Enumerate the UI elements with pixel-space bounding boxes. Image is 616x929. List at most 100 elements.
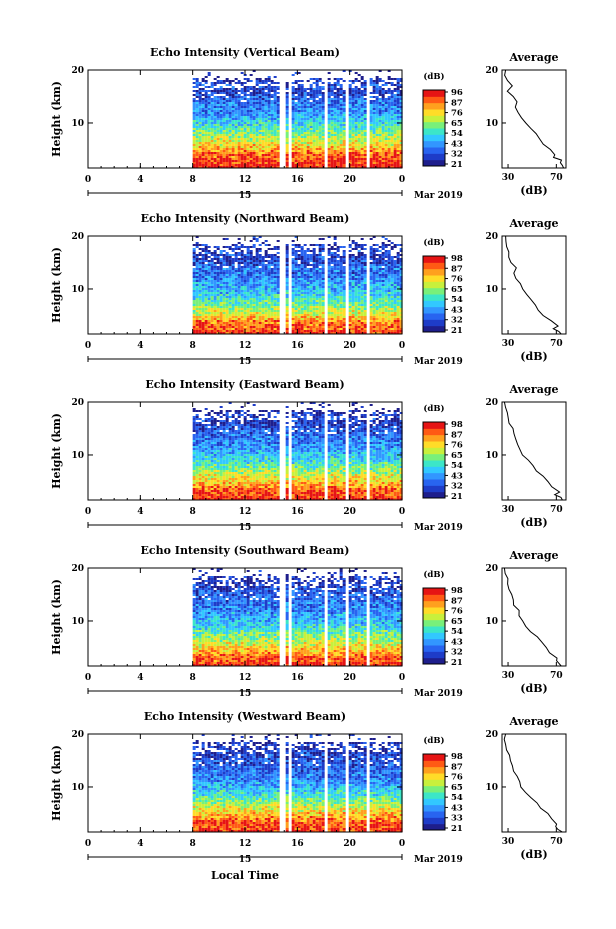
heatmap-cell	[309, 160, 313, 162]
heatmap-cell	[384, 162, 388, 164]
heatmap-cell	[225, 94, 229, 96]
heatmap-cell	[315, 162, 319, 164]
heatmap-cell	[309, 302, 313, 304]
heatmap-cell	[243, 276, 247, 278]
heatmap-cell	[252, 106, 256, 108]
heatmap-cell	[207, 140, 211, 142]
heatmap-cell	[396, 296, 400, 298]
heatmap-cell	[228, 110, 232, 112]
heatmap-cell	[249, 144, 253, 146]
heatmap-cell	[249, 150, 253, 152]
heatmap-cell	[240, 114, 244, 116]
heatmap-cell	[369, 276, 373, 278]
heatmap-cell	[240, 258, 244, 260]
heatmap-cell	[342, 296, 346, 298]
heatmap-cell	[276, 302, 280, 304]
heatmap-cell	[315, 306, 319, 308]
heatmap-cell	[351, 82, 355, 84]
heatmap-cell	[255, 122, 259, 124]
heatmap-cell	[321, 120, 325, 122]
heatmap-cell	[354, 98, 358, 100]
heatmap-cell	[213, 96, 217, 98]
heatmap-cell	[318, 126, 322, 128]
heatmap-cell	[312, 138, 316, 140]
heatmap-cell	[210, 290, 214, 292]
heatmap-cell	[234, 102, 238, 104]
heatmap-cell	[204, 296, 208, 298]
heatmap-cell	[291, 250, 295, 252]
heatmap-cell	[225, 294, 229, 296]
heatmap-cell	[210, 156, 214, 158]
heatmap-cell	[201, 126, 205, 128]
heatmap-cell	[270, 262, 274, 264]
heatmap-cell	[210, 278, 214, 280]
heatmap-cell	[231, 278, 235, 280]
heatmap-cell	[309, 148, 313, 150]
heatmap-cell	[210, 102, 214, 104]
heatmap-cell	[375, 148, 379, 150]
heatmap-cell	[300, 120, 304, 122]
heatmap-cell	[267, 306, 271, 308]
heatmap-cell	[300, 278, 304, 280]
heatmap-cell	[309, 112, 313, 114]
heatmap-cell	[198, 316, 202, 318]
heatmap-cell	[372, 306, 376, 308]
heatmap-cell	[336, 118, 340, 120]
heatmap-cell	[270, 314, 274, 316]
heatmap-cell	[390, 292, 394, 294]
heatmap-cell	[390, 96, 394, 98]
heatmap-cell	[216, 90, 220, 92]
heatmap-cell	[339, 256, 343, 258]
heatmap-cell	[384, 254, 388, 256]
heatmap-cell	[309, 260, 313, 262]
heatmap-cell	[369, 116, 373, 118]
heatmap-cell	[351, 98, 355, 100]
heatmap-cell	[258, 308, 262, 310]
heatmap-cell	[309, 292, 313, 294]
heatmap-cell	[192, 292, 196, 294]
heatmap-cell	[306, 122, 310, 124]
heatmap-cell	[348, 112, 352, 114]
heatmap-cell	[258, 310, 262, 312]
heatmap-cell	[348, 312, 352, 314]
heatmap-cell	[384, 244, 388, 246]
heatmap-cell	[258, 126, 262, 128]
heatmap-cell	[339, 280, 343, 282]
heatmap-cell	[399, 266, 403, 268]
heatmap-cell	[234, 248, 238, 250]
heatmap-cell	[351, 286, 355, 288]
heatmap-cell	[312, 262, 316, 264]
heatmap-cell	[231, 96, 235, 98]
heatmap-cell	[225, 264, 229, 266]
colorbar-swatch	[423, 96, 445, 104]
heatmap-cell	[267, 294, 271, 296]
heatmap-cell	[351, 292, 355, 294]
heatmap-cell	[216, 254, 220, 256]
heatmap-cell	[225, 162, 229, 164]
heatmap-cell	[333, 100, 337, 102]
heatmap-cell	[297, 164, 301, 166]
heatmap-cell	[192, 118, 196, 120]
heatmap-cell	[378, 124, 382, 126]
heatmap-cell	[195, 138, 199, 140]
heatmap-cell	[384, 262, 388, 264]
heatmap-cell	[357, 162, 361, 164]
heatmap-cell	[381, 298, 385, 300]
heatmap-cell	[231, 80, 235, 82]
heatmap-cell	[261, 162, 265, 164]
heatmap-cell	[363, 270, 367, 272]
heatmap-cell	[351, 280, 355, 282]
heatmap-cell	[216, 284, 220, 286]
heatmap-cell	[342, 278, 346, 280]
heatmap-cell	[258, 114, 262, 116]
heatmap-cell	[195, 128, 199, 130]
heatmap-cell	[222, 128, 226, 130]
heatmap-cell	[390, 296, 394, 298]
heatmap-cell	[258, 250, 262, 252]
heatmap-cell	[399, 306, 403, 308]
heatmap-cell	[243, 262, 247, 264]
heatmap-cell	[252, 152, 256, 154]
heatmap-cell	[240, 296, 244, 298]
heatmap-cell	[381, 260, 385, 262]
heatmap-cell	[357, 116, 361, 118]
